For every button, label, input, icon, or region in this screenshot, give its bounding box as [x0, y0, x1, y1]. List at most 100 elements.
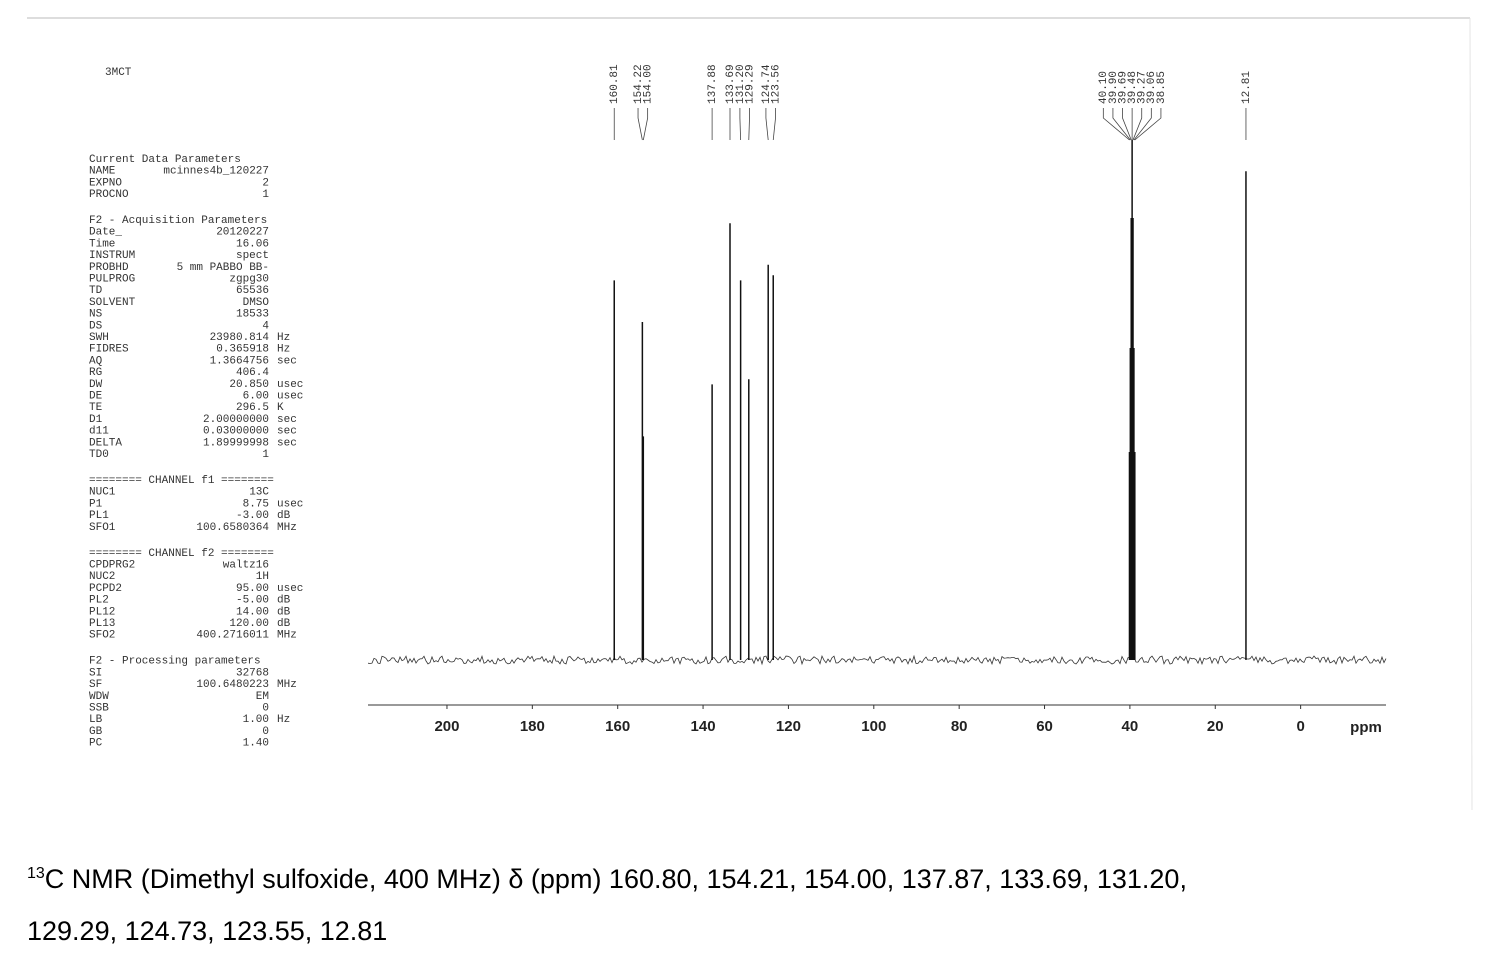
parameter-value: 1H: [256, 571, 269, 583]
peak-label: 129.29: [744, 64, 756, 104]
parameter-name: PC: [89, 738, 103, 750]
parameter-name: PL1: [89, 510, 109, 522]
peak-label: 39.48: [1127, 71, 1139, 104]
peak-leader: [772, 108, 776, 141]
parameter-name: TD0: [89, 449, 109, 461]
parameter-section-title: Current Data Parameters: [89, 154, 241, 166]
parameter-name: SSB: [89, 703, 109, 715]
peak-label: 40.10: [1098, 71, 1110, 104]
parameter-name: LB: [89, 714, 103, 726]
parameter-unit: sec: [277, 414, 297, 426]
parameter-value: 120.00: [229, 618, 269, 630]
peak-label: 133.69: [725, 64, 737, 104]
parameter-value: 23980.814: [210, 332, 270, 344]
peak-leader: [1134, 108, 1162, 141]
parameter-name: FIDRES: [89, 344, 129, 356]
parameter-value: -5.00: [236, 595, 269, 607]
parameter-value: DMSO: [243, 297, 270, 309]
parameter-value: 400.2716011: [196, 630, 269, 642]
x-tick-label: 200: [434, 718, 459, 735]
parameter-value: 1: [262, 189, 269, 201]
parameter-name: SI: [89, 667, 102, 679]
parameter-unit: sec: [277, 426, 297, 438]
parameter-value: 1.3664756: [210, 355, 269, 367]
parameter-value: EM: [256, 691, 269, 703]
peak-leader: [765, 108, 769, 141]
parameter-unit: MHz: [277, 630, 297, 642]
parameter-value: 1.00: [243, 714, 269, 726]
peak-label: 38.85: [1156, 71, 1168, 104]
parameter-unit: Hz: [277, 714, 290, 726]
x-tick-label: 60: [1036, 718, 1053, 735]
parameter-name: RG: [89, 367, 102, 379]
parameter-name: PROBHD: [89, 262, 129, 274]
parameter-name: PL2: [89, 595, 109, 607]
parameter-unit: sec: [277, 355, 297, 367]
parameter-value: 100.6580364: [196, 522, 269, 534]
peak-leader: [739, 108, 742, 141]
parameter-name: SFO1: [89, 522, 116, 534]
parameter-name: CPDPRG2: [89, 560, 135, 572]
peak-leader: [642, 108, 649, 141]
parameter-unit: dB: [277, 595, 291, 607]
parameter-name: INSTRUM: [89, 250, 135, 262]
parameter-unit: dB: [277, 606, 291, 618]
caption-line: 129.29, 124.73, 123.55, 12.81: [27, 916, 388, 946]
peak-leader: [1132, 108, 1143, 141]
parameter-unit: Hz: [277, 344, 290, 356]
parameter-name: NUC2: [89, 571, 115, 583]
peak-leader: [1133, 108, 1152, 141]
parameter-value: mcinnes4b_120227: [163, 166, 269, 178]
parameter-name: d11: [89, 426, 109, 438]
parameter-value: 2.00000000: [203, 414, 269, 426]
peak-leader: [1122, 108, 1132, 141]
parameter-name: NS: [89, 309, 103, 321]
parameter-unit: K: [277, 402, 284, 414]
parameter-value: spect: [236, 250, 269, 262]
caption-line: 13C NMR (Dimethyl sulfoxide, 400 MHz) δ …: [27, 848, 1187, 905]
caption-superscript: 13: [27, 865, 45, 882]
parameter-name: NAME: [89, 166, 116, 178]
parameter-value: 5 mm PABBO BB-: [177, 262, 269, 274]
peak-leader: [1102, 108, 1130, 141]
parameter-name: DW: [89, 379, 103, 391]
peak-label: 154.00: [643, 64, 655, 104]
peak-label: 131.20: [735, 64, 747, 104]
parameter-name: Date_: [89, 227, 122, 239]
scan-edge: [1469, 17, 1473, 811]
parameter-name: EXPNO: [89, 177, 122, 189]
parameter-unit: dB: [277, 510, 291, 522]
parameter-value: 1.89999998: [203, 437, 269, 449]
parameter-unit: usec: [277, 379, 303, 391]
parameter-name: NUC1: [89, 487, 116, 499]
parameter-name: PROCNO: [89, 189, 129, 201]
x-tick-label: 80: [951, 718, 968, 735]
parameter-value: 95.00: [236, 583, 269, 595]
parameter-value: 406.4: [236, 367, 269, 379]
parameter-value: 32768: [236, 667, 269, 679]
parameter-name: SOLVENT: [89, 297, 136, 309]
parameter-value: 18533: [236, 309, 269, 321]
parameter-name: WDW: [89, 691, 109, 703]
parameter-value: 16.06: [236, 238, 269, 250]
parameter-name: D1: [89, 414, 103, 426]
parameter-name: SWH: [89, 332, 109, 344]
parameter-section-title: ======== CHANNEL f1 ========: [89, 475, 274, 487]
parameter-name: AQ: [89, 355, 103, 367]
parameter-unit: dB: [277, 618, 291, 630]
x-tick-label: 0: [1296, 718, 1304, 735]
x-tick-label: 120: [776, 718, 801, 735]
caption: 13C NMR (Dimethyl sulfoxide, 400 MHz) δ …: [27, 848, 1187, 957]
parameter-name: PCPD2: [89, 583, 122, 595]
parameter-name: PULPROG: [89, 274, 135, 286]
parameter-name: TE: [89, 402, 103, 414]
peak-leader: [1112, 108, 1131, 141]
parameter-value: 65536: [236, 285, 269, 297]
parameter-name: PL13: [89, 618, 115, 630]
peak-label: 123.56: [770, 64, 782, 104]
parameter-value: -3.00: [236, 510, 269, 522]
parameter-unit: MHz: [277, 522, 297, 534]
parameter-name: SF: [89, 679, 102, 691]
